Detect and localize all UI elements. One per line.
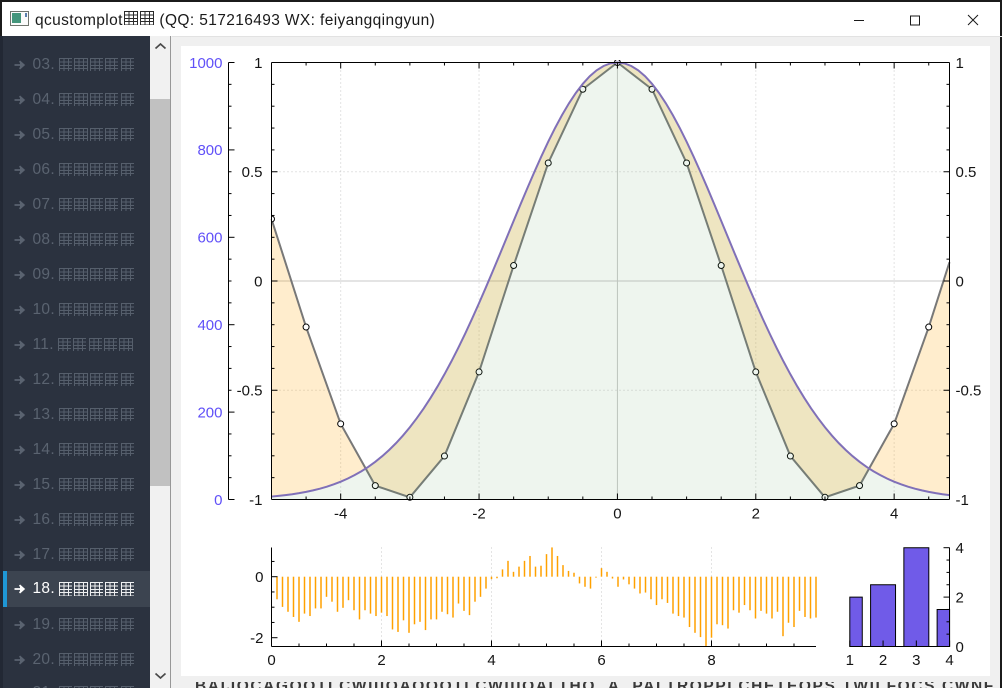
svg-text:4: 4: [956, 540, 964, 557]
svg-text:1: 1: [956, 55, 964, 72]
svg-text:1: 1: [254, 55, 262, 72]
svg-text:0: 0: [956, 639, 964, 656]
svg-text:600: 600: [197, 230, 222, 247]
svg-text:0.5: 0.5: [956, 164, 977, 181]
svg-text:-2: -2: [472, 506, 485, 523]
svg-text:4: 4: [890, 506, 898, 523]
svg-text:-1: -1: [249, 492, 262, 509]
svg-text:0: 0: [956, 273, 964, 290]
svg-text:0.5: 0.5: [242, 164, 263, 181]
svg-text:0: 0: [267, 652, 275, 669]
svg-text:-1: -1: [956, 492, 969, 509]
svg-text:0: 0: [255, 569, 263, 586]
svg-text:400: 400: [197, 317, 222, 334]
svg-text:1: 1: [846, 652, 854, 669]
svg-text:-0.5: -0.5: [237, 383, 263, 400]
svg-text:2: 2: [956, 589, 964, 606]
svg-text:-0.5: -0.5: [956, 383, 982, 400]
svg-text:8: 8: [707, 652, 715, 669]
svg-text:3: 3: [912, 652, 920, 669]
svg-text:2: 2: [879, 652, 887, 669]
svg-text:800: 800: [197, 142, 222, 159]
svg-text:2: 2: [377, 652, 385, 669]
svg-text:0: 0: [214, 492, 222, 509]
svg-text:6: 6: [597, 652, 605, 669]
svg-text:200: 200: [197, 404, 222, 421]
svg-text:4: 4: [945, 652, 953, 669]
svg-text:-4: -4: [334, 506, 347, 523]
svg-text:1000: 1000: [189, 55, 222, 72]
svg-text:0: 0: [613, 506, 621, 523]
svg-text:-2: -2: [250, 630, 263, 647]
svg-text:0: 0: [254, 273, 262, 290]
svg-text:4: 4: [487, 652, 495, 669]
svg-text:2: 2: [752, 506, 760, 523]
